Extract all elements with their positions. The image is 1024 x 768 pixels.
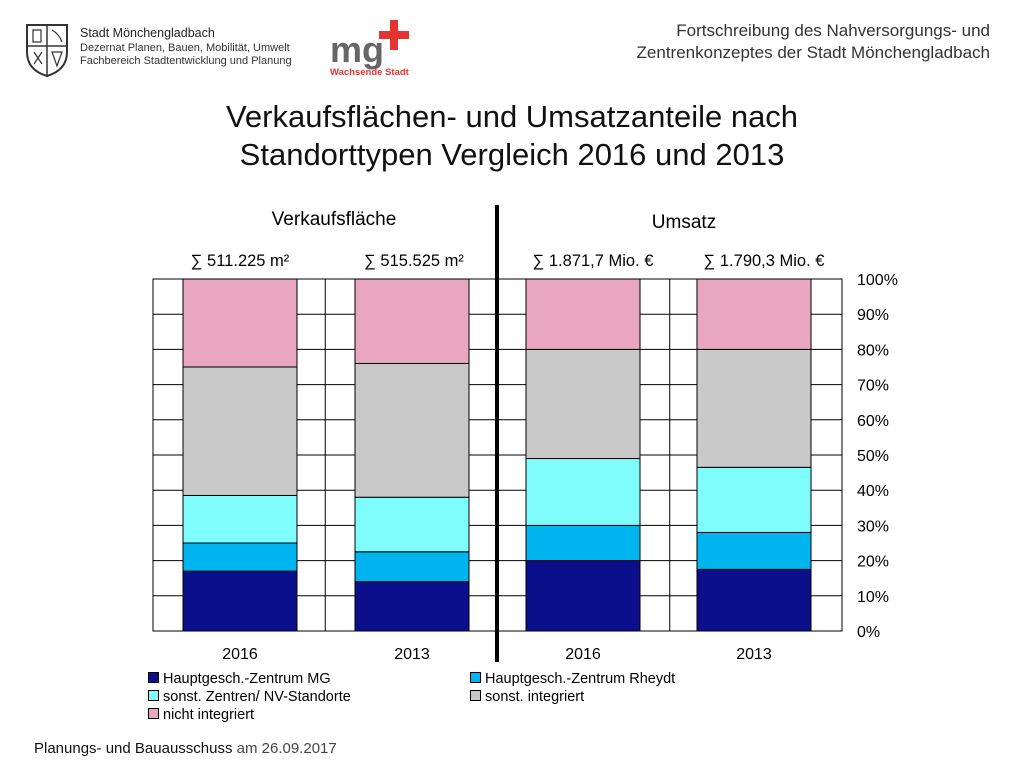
bar-segment-4-cat-4 bbox=[696, 348, 812, 468]
y-tick-label: 60% bbox=[857, 413, 889, 430]
bar-segment-3-cat-4 bbox=[696, 466, 812, 533]
bars bbox=[182, 205, 812, 662]
bar-segment-2-cat-2 bbox=[354, 551, 470, 583]
header-subtitle-line1: Fortschreibung des Nahversorgungs- und bbox=[676, 21, 990, 40]
y-tick-label: 10% bbox=[857, 589, 889, 606]
y-tick-label: 40% bbox=[857, 483, 889, 500]
legend-swatch bbox=[148, 672, 159, 683]
legend-item: Hauptgesch.-Zentrum MG bbox=[148, 670, 331, 688]
y-tick-label: 80% bbox=[857, 342, 889, 359]
group-label: Umsatz bbox=[652, 212, 716, 233]
y-tick-label: 100% bbox=[857, 272, 898, 289]
bar-segment-1-cat-3 bbox=[525, 560, 641, 632]
bar-segment-2-cat-3 bbox=[525, 524, 641, 562]
y-tick-label: 30% bbox=[857, 518, 889, 535]
slide-title: Verkaufsflächen- und Umsatzanteile nach … bbox=[0, 98, 1024, 174]
legend-swatch bbox=[148, 690, 159, 701]
header-subtitle: Fortschreibung des Nahversorgungs- und Z… bbox=[637, 20, 990, 64]
total-label: ∑ 1.790,3 Mio. € bbox=[704, 252, 825, 270]
mg-logo: mg Wachsende Stadt bbox=[330, 20, 410, 78]
legend-item: sonst. integriert bbox=[470, 688, 584, 706]
legend-label: sonst. Zentren/ NV-Standorte bbox=[163, 689, 351, 705]
legend-item: nicht integriert bbox=[148, 706, 254, 724]
bar-segment-2-cat-1 bbox=[182, 542, 298, 572]
footer-label: Planungs- und Bauausschuss bbox=[34, 740, 233, 757]
org-department: Dezernat Planen, Bauen, Mobilität, Umwel… bbox=[80, 41, 290, 54]
bar-segment-5-cat-3 bbox=[525, 278, 641, 350]
bar-segment-4-cat-2 bbox=[354, 362, 470, 498]
slide-title-line1: Verkaufsflächen- und Umsatzanteile nach bbox=[225, 99, 799, 134]
org-name: Stadt Mönchengladbach bbox=[80, 26, 215, 40]
chart-labels: 0% 10% 20% 30% 40% 50% 60% 70% 80% 90% 100% 2016 201… bbox=[191, 209, 898, 663]
legend-label: Hauptgesch.-Zentrum Rheydt bbox=[485, 671, 676, 687]
y-tick-label: 70% bbox=[857, 378, 889, 395]
x-tick-label: 2016 bbox=[222, 646, 258, 663]
total-label: ∑ 511.225 m² bbox=[191, 252, 290, 270]
legend-item: sonst. Zentren/ NV-Standorte bbox=[148, 688, 351, 706]
bar-segment-3-cat-3 bbox=[525, 458, 641, 526]
group-label: Verkaufsfläche bbox=[272, 209, 397, 230]
legend-label: Hauptgesch.-Zentrum MG bbox=[163, 671, 331, 687]
y-tick-label: 50% bbox=[857, 448, 889, 465]
org-division: Fachbereich Stadtentwicklung und Planung bbox=[80, 55, 292, 68]
bar-segment-1-cat-2 bbox=[354, 581, 470, 632]
y-tick-label: 20% bbox=[857, 554, 889, 571]
y-tick-label: 90% bbox=[857, 307, 889, 324]
y-tick-label: 0% bbox=[857, 624, 880, 641]
bar-segment-4-cat-1 bbox=[182, 366, 298, 496]
legend-label: sonst. integriert bbox=[485, 689, 585, 705]
bar-segment-1-cat-1 bbox=[182, 570, 298, 632]
legend-item: Hauptgesch.-Zentrum Rheydt bbox=[470, 670, 675, 688]
logo-plus-icon-bar bbox=[379, 31, 409, 39]
bar-segment-5-cat-1 bbox=[182, 278, 298, 368]
x-tick-label: 2013 bbox=[394, 646, 430, 663]
x-tick-label: 2013 bbox=[736, 646, 772, 663]
legend-swatch bbox=[470, 690, 481, 701]
legend-swatch bbox=[148, 708, 159, 719]
footer-date: am 26.09.2017 bbox=[236, 740, 337, 757]
x-tick-label: 2016 bbox=[565, 646, 601, 663]
organization-block: Stadt Mönchengladbach Dezernat Planen, B… bbox=[80, 26, 292, 69]
total-label: ∑ 1.871,7 Mio. € bbox=[533, 252, 654, 270]
footer: Planungs- und Bauausschuss am 26.09.2017 bbox=[34, 740, 337, 757]
bar-segment-3-cat-2 bbox=[354, 496, 470, 553]
coat-of-arms-icon bbox=[26, 24, 68, 78]
total-label: ∑ 515.525 m² bbox=[364, 252, 464, 270]
logo-tagline: Wachsende Stadt bbox=[330, 67, 410, 78]
header-subtitle-line2: Zentrenkonzeptes der Stadt Mönchengladba… bbox=[636, 42, 990, 62]
legend-label: nicht integriert bbox=[163, 707, 255, 723]
bar-segment-5-cat-4 bbox=[696, 278, 812, 350]
bar-segment-4-cat-3 bbox=[525, 348, 641, 460]
slide-title-line2: Standorttypen Vergleich 2016 und 2013 bbox=[239, 136, 785, 172]
bar-segment-1-cat-4 bbox=[696, 568, 812, 632]
bar-segment-2-cat-4 bbox=[696, 531, 812, 570]
legend-swatch bbox=[470, 672, 481, 683]
bar-segment-5-cat-2 bbox=[354, 278, 470, 364]
logo-text: mg bbox=[330, 29, 384, 70]
bar-segment-3-cat-1 bbox=[182, 494, 298, 544]
